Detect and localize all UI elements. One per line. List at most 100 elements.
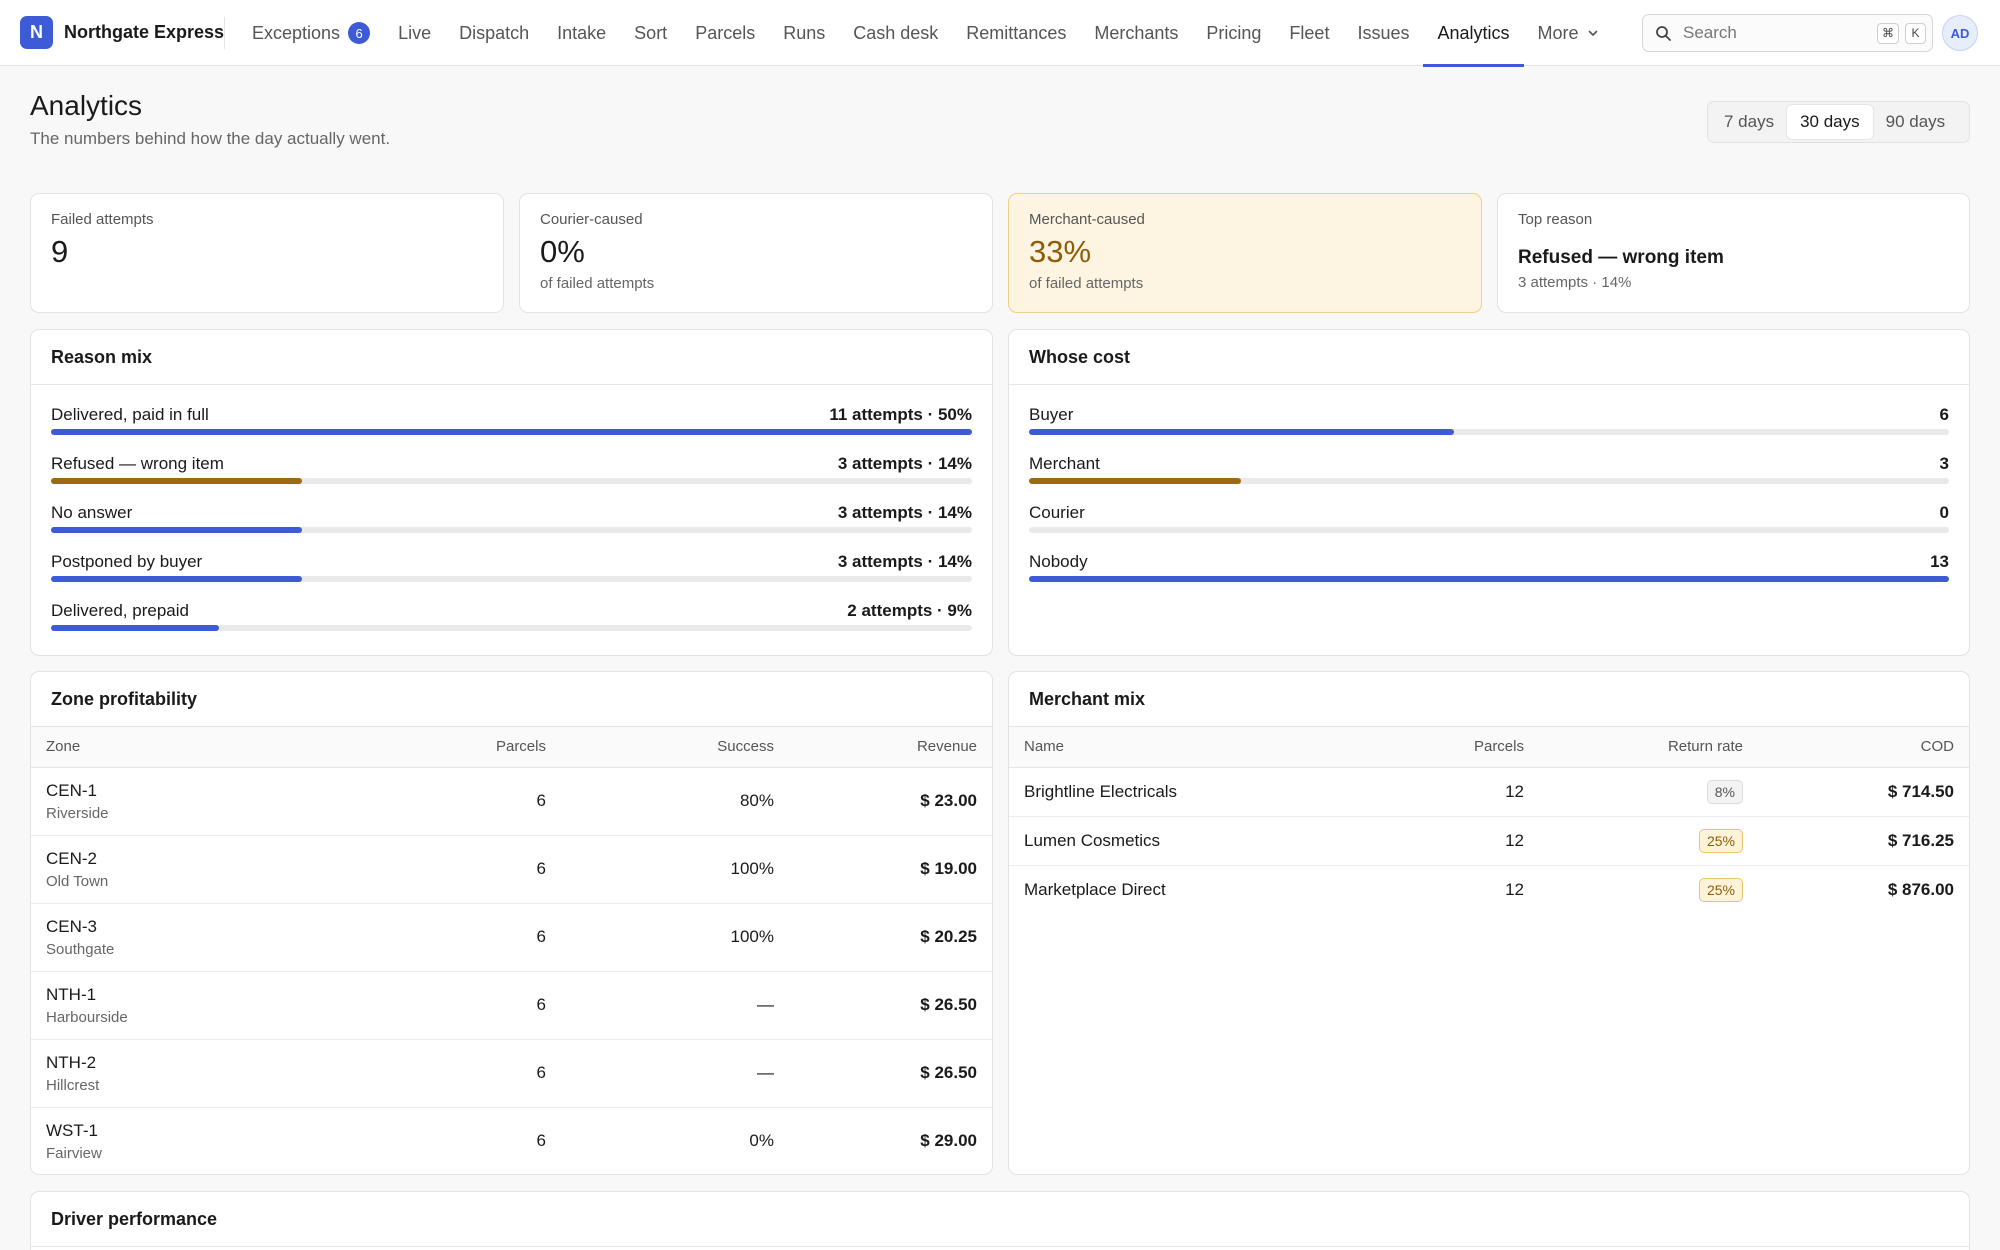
shortcut-cmd-key: ⌘ [1877, 22, 1899, 44]
kpi-label: Courier-caused [540, 211, 643, 228]
kpi-subtext: 3 attempts · 14% [1518, 274, 1632, 291]
parcels-cell: 6 [331, 971, 561, 1040]
return-rate-badge: 25% [1698, 877, 1743, 902]
revenue-cell: $ 26.50 [789, 971, 992, 1040]
nav-item-runs[interactable]: Runs [769, 0, 839, 66]
bar-track [51, 527, 972, 533]
merchant-name-cell: Lumen Cosmetics [1009, 816, 1339, 866]
nav-item-exceptions[interactable]: Exceptions 6 [238, 0, 384, 66]
kpi-value: 0% [540, 234, 585, 269]
column-header-parcels[interactable]: Parcels [1339, 727, 1539, 768]
bar-fill [51, 625, 219, 631]
bar-row: Refused — wrong item 3 attempts · 14% [51, 446, 972, 495]
table-row[interactable]: Lumen Cosmetics 12 25% $ 716.25 [1009, 816, 1969, 866]
column-header-parcels[interactable]: Parcels [331, 727, 561, 768]
zone-name: Southgate [46, 940, 115, 958]
bar-row: Merchant 3 [1029, 446, 1949, 495]
range-7-days-button[interactable]: 7 days [1724, 112, 1775, 131]
range-30-days-button[interactable]: 30 days [1787, 105, 1873, 139]
table-row[interactable]: NTH-2 Hillcrest 6— $ 26.50 [31, 1039, 992, 1108]
parcels-cell: 12 [1339, 767, 1539, 817]
nav-item-fleet[interactable]: Fleet [1275, 0, 1343, 66]
bar-label: Courier [1029, 503, 1085, 522]
column-header-revenue[interactable]: Revenue [789, 727, 992, 768]
nav-item-merchants[interactable]: Merchants [1080, 0, 1192, 66]
nav-more-menu[interactable]: More [1524, 0, 1613, 66]
zone-code: CEN-1 [46, 780, 98, 800]
revenue-cell: $ 20.25 [789, 903, 992, 972]
bar-label: Merchant [1029, 454, 1100, 473]
column-header-zone[interactable]: Zone [31, 727, 331, 768]
bar-fill [1029, 576, 1949, 582]
nav-item-label: Exceptions [252, 22, 341, 43]
bar-fill [1029, 478, 1242, 484]
nav-item-label: Sort [634, 22, 668, 43]
nav-more-label: More [1537, 22, 1579, 43]
nav-item-analytics[interactable]: Analytics [1423, 0, 1524, 67]
panel-title: Driver performance [31, 1192, 1969, 1247]
zone-cell: CEN-2 Old Town [31, 835, 331, 904]
page-subtitle: The numbers behind how the day actually … [30, 129, 391, 148]
kpi-failed-attempts: Failed attempts 9 [30, 193, 504, 313]
bar-track [1029, 429, 1949, 435]
kpi-label: Merchant-caused [1029, 211, 1145, 228]
brand[interactable]: N Northgate Express [20, 16, 224, 49]
whose-cost-bars: Buyer 6 Merchant 3 Courier 0 Nobody 13 [1009, 385, 1969, 593]
nav-item-label: Pricing [1206, 22, 1262, 43]
nav-item-issues[interactable]: Issues [1343, 0, 1423, 66]
bar-fill [51, 576, 303, 582]
table-row[interactable]: CEN-3 Southgate 6 100% $ 20.25 [31, 903, 992, 972]
search-box[interactable]: Search ⌘ K [1642, 14, 1933, 52]
bar-label: Delivered, prepaid [51, 601, 189, 620]
nav-item-label: Intake [557, 22, 607, 43]
table-row[interactable]: Brightline Electricals 12 8% $ 714.50 [1009, 767, 1969, 817]
bar-track [51, 478, 972, 484]
exceptions-count-badge: 6 [348, 22, 371, 44]
nav-item-intake[interactable]: Intake [543, 0, 620, 66]
table-row[interactable]: CEN-1 Riverside 6 80% $ 23.00 [31, 767, 992, 836]
bar-value: 6 [1939, 405, 1949, 424]
nav-item-cash-desk[interactable]: Cash desk [839, 0, 952, 66]
range-90-days-button[interactable]: 90 days [1885, 112, 1946, 131]
kpi-value: 9 [51, 234, 69, 269]
bar-value: 3 [1939, 454, 1949, 473]
table-row[interactable]: WST-1 Fairview 6 0% $ 29.00 [31, 1107, 992, 1174]
nav-item-sort[interactable]: Sort [620, 0, 681, 66]
zone-cell: CEN-1 Riverside [31, 767, 331, 836]
nav-item-pricing[interactable]: Pricing [1192, 0, 1275, 66]
bar-fill [51, 429, 972, 435]
top-navigation-bar: N Northgate Express Exceptions 6 Live Di… [0, 0, 2000, 67]
table-row[interactable]: NTH-1 Harbourside 6— $ 26.50 [31, 971, 992, 1040]
bar-value: 0 [1939, 503, 1949, 522]
table-header-row: Name Parcels Return rate COD [1009, 727, 1969, 768]
user-avatar[interactable]: AD [1942, 15, 1978, 51]
column-header-success[interactable]: Success [561, 727, 789, 768]
table-row[interactable]: CEN-2 Old Town 6 100% $ 19.00 [31, 835, 992, 904]
column-header-name[interactable]: Name [1009, 727, 1339, 768]
nav-item-remittances[interactable]: Remittances [952, 0, 1080, 66]
column-header-return-rate[interactable]: Return rate [1539, 727, 1758, 768]
nav-item-dispatch[interactable]: Dispatch [445, 0, 543, 66]
return-rate-badge: 25% [1698, 828, 1743, 853]
nav-item-parcels[interactable]: Parcels [681, 0, 769, 66]
cod-cell: $ 876.00 [1887, 879, 1954, 899]
bar-row: Delivered, paid in full 11 attempts · 50% [51, 397, 972, 446]
table-row[interactable]: Marketplace Direct 12 25% $ 876.00 [1009, 865, 1969, 914]
kpi-value: 33% [1029, 234, 1092, 269]
zone-name: Hillcrest [46, 1076, 100, 1094]
nav-item-label: Cash desk [853, 22, 939, 43]
success-cell: — [561, 1039, 789, 1108]
date-range-toggle: 7 days 30 days 90 days [1707, 101, 1970, 143]
column-header-cod[interactable]: COD [1758, 727, 1969, 768]
search-input[interactable]: Search [1683, 23, 1737, 42]
zone-profitability-panel: Zone profitability Zone Parcels Success … [30, 671, 993, 1175]
bar-row: Nobody 13 [1029, 544, 1949, 593]
zone-code: WST-1 [46, 1120, 98, 1140]
page-title: Analytics [30, 90, 143, 121]
zone-name: Fairview [46, 1144, 102, 1162]
bar-fill [51, 527, 303, 533]
nav-item-live[interactable]: Live [384, 0, 445, 66]
merchant-mix-panel: Merchant mix Name Parcels Return rate CO… [1008, 671, 1970, 1175]
merchant-name-cell: Marketplace Direct [1024, 879, 1166, 899]
nav-item-label: Issues [1357, 22, 1410, 43]
